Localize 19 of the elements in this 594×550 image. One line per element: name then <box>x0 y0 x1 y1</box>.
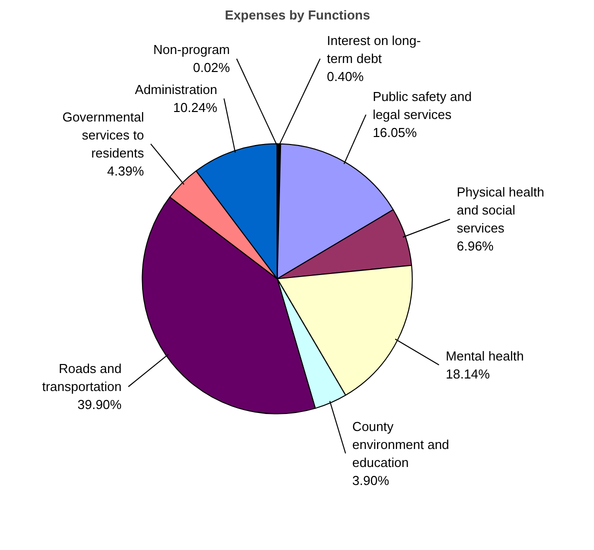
data-label: 18.14% <box>446 366 490 382</box>
data-label: 6.96% <box>456 238 494 254</box>
data-label: 3.90% <box>352 472 390 488</box>
slice-label: Interest on long-term debt <box>326 33 421 66</box>
slice-label: Physical health and social services <box>456 184 544 236</box>
slice-label: Public safety and legal services <box>372 89 472 122</box>
slice-label: Roads and transportation <box>42 361 122 394</box>
data-label: 0.02% <box>193 60 230 76</box>
data-label: 0.40% <box>326 69 364 84</box>
chart-title: Expenses by Functions <box>224 8 370 22</box>
slice-label: Governmental services to residents <box>62 109 144 160</box>
slice-label: Mental health <box>446 348 524 364</box>
data-label: 4.39% <box>107 163 144 178</box>
slice-label: Administration <box>134 82 218 97</box>
data-label: 10.24% <box>173 100 218 115</box>
data-label: 39.90% <box>78 397 122 412</box>
slice-label: County environment and education <box>352 418 450 470</box>
slice-label: Non-program <box>153 42 230 58</box>
data-label: 16.05% <box>372 125 418 140</box>
